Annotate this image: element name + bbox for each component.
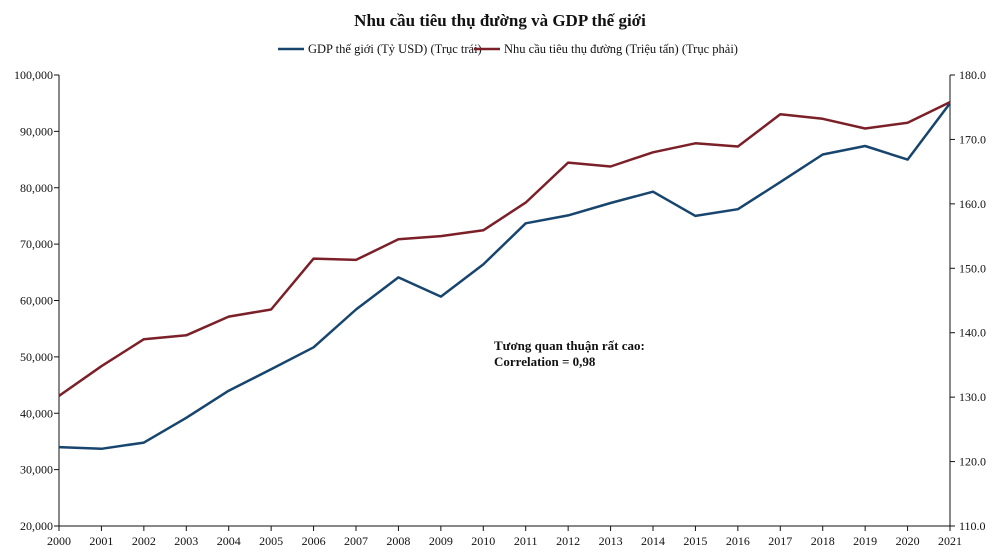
x-tick-label: 2003 [174, 534, 198, 548]
series-lines [58, 100, 951, 451]
x-tick-label: 2020 [896, 534, 920, 548]
annotation: Tương quan thuận rất cao: Correlation = … [494, 338, 645, 369]
x-tick-label: 2015 [683, 534, 707, 548]
legend: GDP thế giới (Tỷ USD) (Trục trái) Nhu cầ… [278, 42, 738, 56]
y-right-tick-label: 150.0 [959, 261, 986, 275]
y-left-tick-label: 100,000 [14, 68, 53, 82]
x-tick-label: 2006 [302, 534, 326, 548]
y-left-tick-label: 40,000 [20, 406, 53, 420]
y-left-tick-label: 60,000 [20, 294, 53, 308]
y-right-tick-label: 160.0 [959, 197, 986, 211]
x-tick-label: 2014 [641, 534, 665, 548]
y-right-tick-label: 140.0 [959, 326, 986, 340]
y-right-tick-label: 170.0 [959, 132, 986, 146]
legend-label-gdp: GDP thế giới (Tỷ USD) (Trục trái) [308, 42, 482, 56]
y-right-tick-label: 130.0 [959, 390, 986, 404]
y-axis-left-ticks: 20,000 30,000 40,000 50,000 60,000 70,000 80,0… [14, 68, 59, 533]
y-left-tick-label: 50,000 [20, 350, 53, 364]
x-tick-label: 2002 [132, 534, 156, 548]
series-line-sugar-demand [58, 100, 951, 397]
y-left-tick-label: 80,000 [20, 181, 53, 195]
x-tick-label: 2017 [768, 534, 792, 548]
x-tick-label: 2010 [471, 534, 495, 548]
x-tick-label: 2016 [726, 534, 750, 548]
x-tick-label: 2009 [429, 534, 453, 548]
x-tick-label: 2007 [344, 534, 368, 548]
y-left-tick-label: 30,000 [20, 463, 53, 477]
series-line-gdp [58, 102, 951, 451]
x-tick-label: 2001 [89, 534, 113, 548]
y-axis-right-ticks: 110.0 120.0 130.0 140.0 150.0 160.0 170.0 180.0 [950, 68, 986, 533]
x-axis-ticks: 2000 2001 2002 2003 2004 2005 2006 2007 2008 2009… [47, 526, 962, 548]
axes [58, 75, 951, 527]
x-tick-label: 2019 [853, 534, 877, 548]
y-left-tick-label: 70,000 [20, 237, 53, 251]
y-right-tick-label: 110.0 [959, 519, 986, 533]
x-tick-label: 2011 [514, 534, 538, 548]
chart-title: Nhu cầu tiêu thụ đường và GDP thế giới [354, 11, 646, 30]
x-tick-label: 2000 [47, 534, 71, 548]
x-tick-label: 2008 [386, 534, 410, 548]
y-left-tick-label: 90,000 [20, 124, 53, 138]
x-tick-label: 2013 [599, 534, 623, 548]
x-tick-label: 2012 [556, 534, 580, 548]
y-right-tick-label: 120.0 [959, 455, 986, 469]
y-right-tick-label: 180.0 [959, 68, 986, 82]
x-tick-label: 2004 [217, 534, 241, 548]
x-tick-label: 2018 [811, 534, 835, 548]
annotation-line-2: Correlation = 0,98 [494, 354, 596, 369]
annotation-line-1: Tương quan thuận rất cao: [494, 338, 645, 353]
x-tick-label: 2005 [259, 534, 283, 548]
legend-label-sugar: Nhu cầu tiêu thụ đường (Triệu tấn) (Trục… [504, 42, 738, 56]
y-left-tick-label: 20,000 [20, 519, 53, 533]
x-tick-label: 2021 [938, 534, 962, 548]
